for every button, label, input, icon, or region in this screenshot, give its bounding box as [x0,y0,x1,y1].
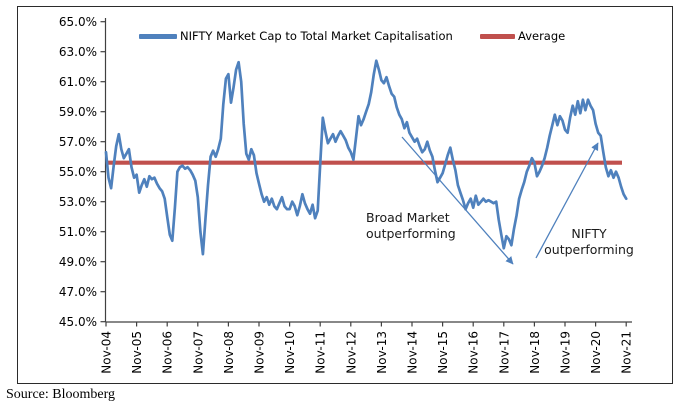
source-note: Source: Bloomberg [6,387,116,402]
nifty-outperforming-arrow [535,142,599,259]
x-axis-tick-label: Nov-16 [467,331,481,374]
nifty-legend-line-swatch [139,34,177,39]
nifty-outperforming-annotation: NIFTY outperforming [541,226,637,258]
x-axis-tick-label: Nov-10 [283,331,297,374]
broad-market-annotation-line2: outperforming [366,226,456,241]
average-legend-label: Average [518,29,566,43]
y-axis-tick-label: 49.0% [59,255,97,269]
average-legend-line-swatch [480,34,515,39]
x-axis-tick-label: Nov-21 [620,331,634,374]
y-axis-tick-label: 47.0% [59,285,97,299]
x-axis-tick-label: Nov-05 [130,331,144,374]
x-axis-tick-label: Nov-11 [314,331,328,374]
x-axis-tick-label: Nov-09 [253,331,267,374]
x-axis-tick-label: Nov-04 [100,331,114,374]
nifty-outperforming-annotation-line1: NIFTY [571,226,607,241]
y-axis-tick-label: 59.0% [59,105,97,119]
y-axis-tick-label: 45.0% [59,315,97,329]
x-axis-tick-label: Nov-15 [436,331,450,374]
x-axis-tick-label: Nov-14 [406,331,420,374]
y-axis-tick-label: 57.0% [59,135,97,149]
x-axis-tick-label: Nov-19 [559,331,573,374]
nifty-legend-label: NIFTY Market Cap to Total Market Capital… [180,29,453,43]
y-axis-tick-label: 55.0% [59,165,97,179]
x-axis-tick-label: Nov-17 [497,331,511,374]
broad-market-annotation: Broad Market outperforming [366,210,456,242]
y-axis-tick-label: 63.0% [59,45,97,59]
y-axis-tick-label: 65.0% [59,15,97,29]
broad-market-annotation-line1: Broad Market [366,210,450,225]
y-axis-tick-label: 53.0% [59,195,97,209]
chart-outer-border [17,6,673,384]
nifty-outperforming-annotation-line2: outperforming [544,242,634,257]
x-axis-tick-label: Nov-12 [344,331,358,374]
y-axis-tick-label: 51.0% [59,225,97,239]
x-axis-tick-label: Nov-07 [191,331,205,374]
x-axis-tick-label: Nov-18 [528,331,542,374]
x-axis-tick-label: Nov-13 [375,331,389,374]
x-axis-tick-label: Nov-06 [161,331,175,374]
y-axis-tick-label: 61.0% [59,75,97,89]
x-axis-tick-label: Nov-20 [589,331,603,374]
broad-market-arrow [401,136,514,265]
nifty-series-line [104,59,628,256]
x-axis-tick-label: Nov-08 [222,331,236,374]
